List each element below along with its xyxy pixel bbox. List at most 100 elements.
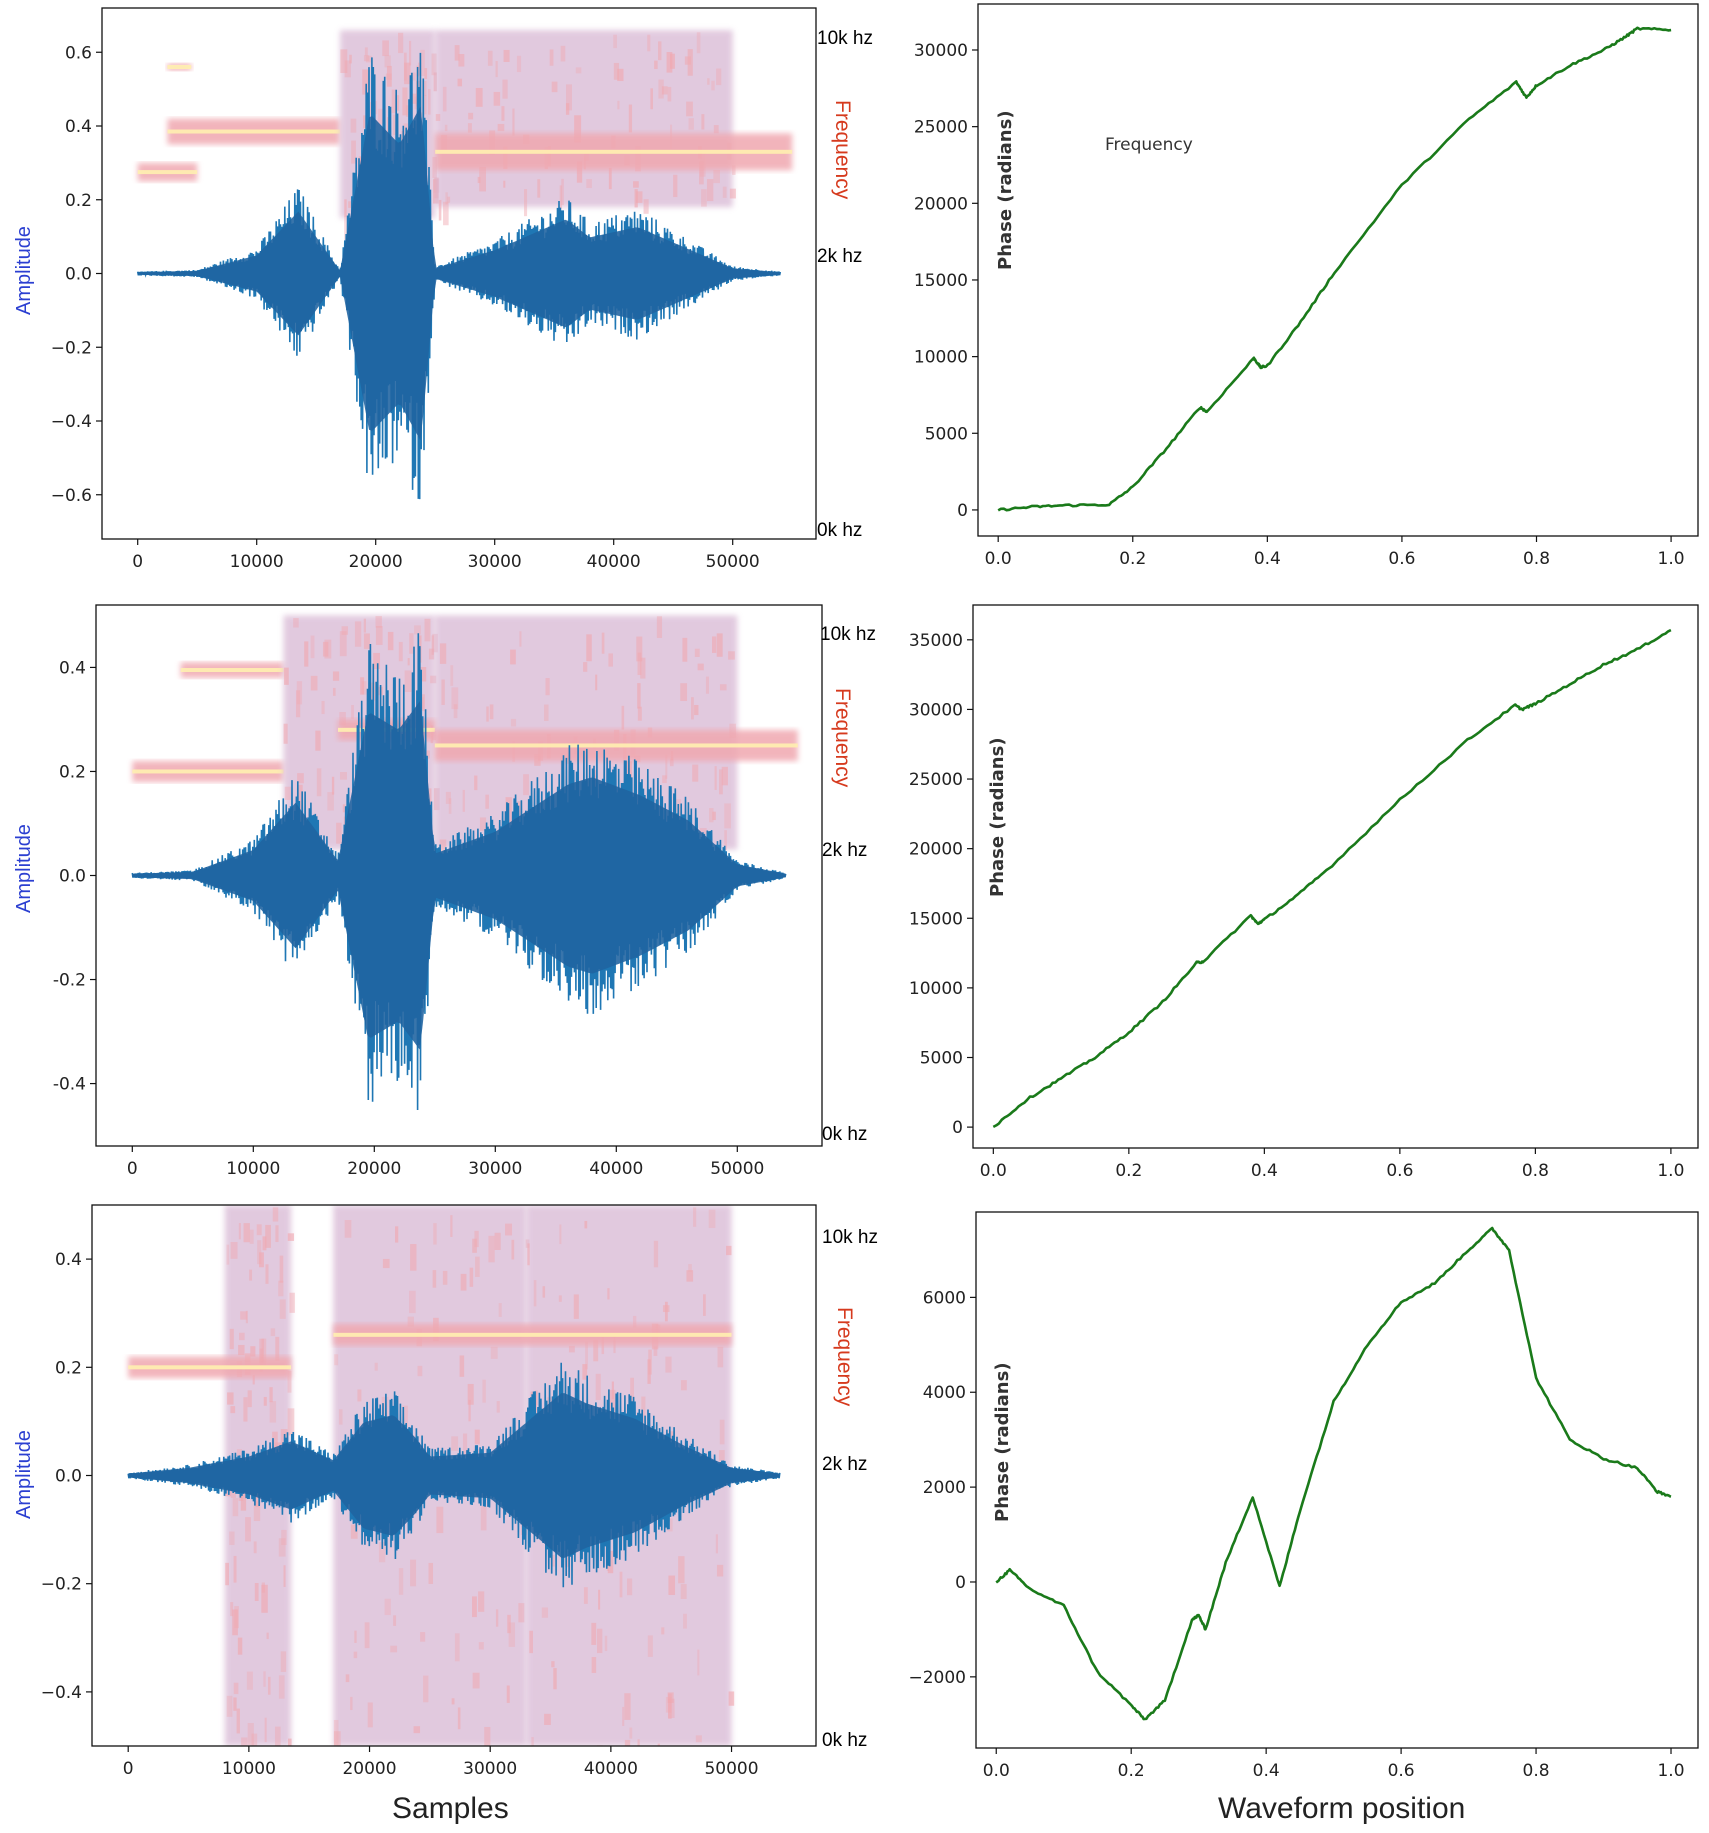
freq-mark-10k-1: 10k hz [817,28,873,49]
spectrogram-streak [275,1225,279,1243]
spectrogram-streak [418,62,421,76]
spectrogram-streak [667,1692,674,1703]
spectrogram-streak [453,704,458,719]
spectrogram-band-core [167,129,340,134]
spectrogram-streak [716,633,723,657]
spectrogram-streak [445,192,448,205]
spectrogram-streak [597,1628,603,1654]
y-tick-label: 25000 [914,118,968,138]
spectrogram-streak [310,675,318,691]
waveform-3-plot: 0 10000 20000 30000 40000 50000 0.4 0.2 0.0 −0.2 −… [41,1204,817,1779]
spectrogram-streak [336,822,342,844]
spectrogram-streak [495,61,498,78]
spectrogram-streak [670,53,675,69]
y-tick-label: −0.2 [51,338,92,358]
spectrogram-streak [583,1587,588,1604]
spectrogram-streak [468,1399,471,1422]
x-tick-label: 40000 [584,1759,638,1779]
spectrogram-streak [467,123,472,133]
spectrogram-streak [393,1615,397,1626]
spectrogram-streak [236,1708,240,1734]
spectrogram-streak [478,1591,485,1612]
spectrogram-streak [549,49,554,66]
spectrogram-streak [696,32,701,54]
phase-series-line [997,26,1672,512]
spectrogram-streak [283,723,288,744]
spectrogram-streak [661,86,668,95]
spectrogram-streak [321,700,325,715]
spectrogram-streak [384,1598,391,1616]
y-tick-label: 4000 [923,1383,966,1403]
spectrogram-streak [502,79,508,99]
spectrogram-streak [493,91,501,106]
spectrogram-streak [601,632,605,654]
x-tick-label: 20000 [347,1159,401,1179]
spectrogram-streak [544,1713,551,1725]
spectrogram-streak [477,176,481,184]
spectrogram-streak [297,784,303,810]
spectrogram-streak [573,1294,579,1319]
y-tick-label: 5000 [925,424,968,444]
spectrogram-streak [293,618,299,628]
spectrogram-streak [410,93,417,104]
waveform-fill [132,701,786,1050]
spectrogram-streak [693,1207,697,1227]
spectrogram-streak [729,188,736,199]
spectrogram-streak [334,1354,339,1366]
spectrogram-streak [387,631,394,651]
spectrogram-streak [510,718,517,727]
spectrogram-streak [472,1238,477,1253]
spectrogram-streak [595,674,598,691]
spectrogram-streak [246,1671,253,1690]
spectrogram-streak [617,68,624,82]
amplitude-label-3: Amplitude [13,1430,35,1519]
spectrogram-streak [447,196,451,203]
phase-label-1: Phase (radians) [995,110,1016,270]
spectrogram-streak [433,1223,437,1245]
spectrogram-streak [279,1299,286,1319]
spectrogram-streak [716,1564,724,1577]
y-tick-label: 30000 [909,700,963,720]
spectrogram-streak [624,1739,631,1746]
spectrogram-streak [367,1702,373,1728]
spectrogram-streak [703,1294,706,1316]
freq-mark-2k-3: 2k hz [822,1454,867,1475]
spectrogram-streak [665,1696,672,1713]
spectrogram-streak [635,191,643,203]
x-tick-label: 0.0 [985,549,1012,569]
spectrogram-streak [694,648,700,657]
spectrogram-streak [253,1500,261,1522]
spectrogram-streak [480,1506,487,1531]
spectrogram-streak [457,1707,461,1730]
spectrogram-streak [327,792,334,811]
spectrogram-streak [428,89,431,115]
x-tick-label: 10000 [230,552,284,572]
y-tick-label: 0.0 [59,867,86,887]
spectrogram-streak [613,62,620,80]
x-tick-label: 0 [123,1759,134,1779]
spectrogram-streak [574,115,582,143]
spectrogram-streak [726,1245,732,1256]
spectrogram-streak [511,1239,515,1260]
spectrogram-streak [435,114,441,121]
spectrogram-streak [593,1339,599,1362]
spectrogram-streak [367,682,375,701]
spectrogram-streak [245,1310,248,1324]
spectrogram-streak [424,94,427,115]
spectrogram-streak [468,112,474,120]
spectrogram-streak [454,1633,460,1662]
frequency-label-2: Frequency [831,688,854,788]
phase-series-line [992,628,1672,1129]
spectrogram-streak [363,618,367,633]
spectrogram-streak [226,1695,233,1717]
spectrogram-streak [678,1556,685,1584]
y-tick-label: 25000 [909,770,963,790]
phase-label-2: Phase (radians) [987,737,1008,897]
frequency-annotation: Frequency [1105,135,1193,155]
spectrogram-streak [484,1726,491,1746]
spectrogram-streak [333,1731,341,1746]
x-tick-label: 0.2 [1118,1761,1145,1781]
spectrogram-streak [350,118,357,133]
waveform-3-area [127,1205,781,1746]
spectrogram-streak [582,1364,588,1380]
